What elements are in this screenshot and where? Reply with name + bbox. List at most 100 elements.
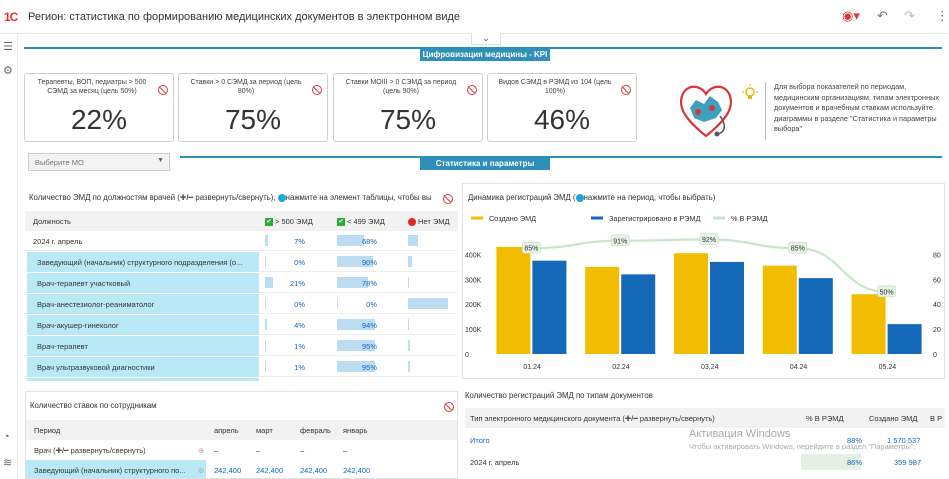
red-dot-icon — [408, 218, 416, 227]
share-bar — [337, 340, 375, 351]
title-part: нажмите на элемент таблицы, чтобы вы — [285, 193, 432, 202]
bar-registered[interactable] — [621, 274, 656, 354]
no-filter-icon[interactable] — [443, 194, 453, 204]
mo-select-placeholder: Выберите МО — [35, 158, 84, 167]
table-row[interactable]: Врач (✚/━ развернуть/свернуть) ⊕ – – – – — [26, 440, 457, 460]
undo-icon[interactable]: ↶ — [877, 8, 888, 23]
kpi-card-rates[interactable]: Ставки > 0 СЭМД за период (цель 80%) 75% — [178, 73, 328, 142]
record-icon[interactable]: ◉▾ — [842, 8, 860, 23]
col-month: март — [256, 426, 273, 435]
kpi-card-therapists[interactable]: Терапевты, ВОП, педиатры > 500 СЭМД за м… — [24, 73, 174, 142]
reg-by-type-title: Количество регистраций ЭМД по типам доку… — [465, 391, 653, 400]
dynamics-title: Динамика регистраций ЭМД (нажмите на пер… — [468, 193, 715, 202]
filter-toggle-icon[interactable]: ⚙ — [3, 65, 13, 77]
y-tick-label: 200K — [465, 302, 482, 309]
share-bar — [337, 298, 338, 309]
info-dot-icon — [575, 193, 584, 202]
more-menu-icon[interactable]: ⋮ — [936, 8, 949, 23]
legend-label[interactable]: % В РЭМД — [731, 214, 768, 223]
kpi-card-semd-types[interactable]: Видов СЭМД в РЭМД из 104 (цель 100%) 46% — [487, 73, 637, 142]
bar-registered[interactable] — [887, 324, 922, 354]
cell-m3: – — [300, 446, 305, 455]
expand-icon[interactable]: ⊕ — [198, 446, 205, 455]
no-filter-icon[interactable] — [312, 85, 322, 95]
bar-registered[interactable] — [798, 278, 833, 354]
share-bar — [408, 319, 409, 330]
table-row[interactable]: Итого 88% 1 570 537 — [465, 430, 945, 450]
cell-value: 78% — [361, 279, 377, 288]
table-row[interactable]: 2024 г. апрель 7% 68% — [25, 231, 458, 251]
cell-m4: – — [343, 446, 348, 455]
cell-created: 1 570 537 — [887, 436, 921, 445]
app-logo[interactable]: 1C — [4, 10, 18, 24]
table-row[interactable]: 2024 г. апрель 86% 359 987 — [465, 452, 945, 472]
list-icon[interactable]: ☰ — [3, 41, 13, 53]
cell-m2: 242,400 — [256, 466, 284, 475]
share-bar — [408, 340, 410, 351]
top-bar: 1C Регион: статистика по формированию ме… — [0, 0, 949, 34]
col-under-499[interactable]: ✔ < 499 ЭМД — [337, 217, 385, 227]
no-filter-icon[interactable] — [444, 402, 454, 412]
table-header: Тип электронного медицинского документа … — [465, 408, 945, 428]
col-pct: % В РЭМД — [806, 414, 844, 423]
kpi-card-rates-mo[interactable]: Ставки МОIII > 0 СЭМД за период (цель 90… — [333, 73, 483, 142]
pct-data-label: 92% — [702, 237, 716, 244]
col-extra: В Р — [930, 414, 943, 423]
bar-created[interactable] — [585, 266, 620, 354]
pct-data-label: 85% — [791, 246, 805, 253]
bar-created[interactable] — [674, 253, 708, 354]
table-row[interactable]: Врач-терапевт 1% 95% — [25, 336, 458, 356]
y-tick-label: 0 — [465, 352, 469, 359]
check-icon: ✔ — [337, 218, 345, 227]
no-filter-icon[interactable] — [158, 85, 168, 95]
legend-label[interactable]: Создано ЭМД — [489, 214, 536, 223]
mo-select[interactable]: Выберите МО ▼ — [28, 153, 170, 171]
col-over-500[interactable]: ✔ > 500 ЭМД — [265, 217, 313, 227]
table-row[interactable]: Врач ультразвуковой диагностики 1% 95% — [25, 357, 458, 377]
row-highlight — [27, 294, 259, 314]
share-bar — [265, 235, 268, 246]
cell-value: 94% — [361, 321, 377, 330]
col-month: февраль — [300, 426, 331, 435]
kpi-value: 75% — [379, 104, 437, 135]
bar-created[interactable] — [851, 294, 886, 354]
row-name-part: развернуть/свернуть) — [68, 446, 146, 455]
col-label: Тип электронного медицинского документа … — [470, 414, 625, 423]
redo-icon[interactable]: ↷ — [904, 8, 915, 23]
cell-pct: 88% — [847, 436, 863, 445]
pct-data-label: 91% — [613, 238, 627, 245]
expand-icon[interactable]: ⊕ — [198, 466, 205, 475]
waves-icon[interactable]: ≋ — [3, 457, 13, 469]
plus-minus-icon: ✚/━ — [179, 193, 194, 202]
share-bar — [337, 277, 368, 288]
table-row[interactable]: Врач-акушер-гинеколог 4% 94% — [25, 315, 458, 335]
share-bar — [408, 256, 412, 267]
kpi-label: Ставки МОIII > 0 СЭМД за период (цель 90… — [345, 79, 457, 95]
kpi-value: 46% — [533, 104, 591, 135]
col-no-emd[interactable]: Нет ЭМД — [408, 217, 450, 227]
chart-settings-icon[interactable]: ◔ — [3, 431, 10, 443]
cell-value: 90% — [361, 258, 377, 267]
cell-value: 4% — [294, 321, 305, 330]
no-filter-icon[interactable] — [467, 85, 477, 95]
table-row[interactable]: Заведующий (начальник) структурного по..… — [26, 460, 457, 478]
legend-label[interactable]: Зарегистрировано в РЭМД — [609, 214, 701, 223]
title-part: Динамика регистраций ЭМД ( — [468, 193, 576, 202]
no-filter-icon[interactable] — [621, 85, 631, 95]
bar-registered[interactable] — [710, 261, 744, 354]
share-bar — [265, 277, 273, 288]
row-highlight — [27, 273, 259, 293]
table-row[interactable]: Врач-терапевт участковый 21% 78% — [25, 273, 458, 293]
row-name: Врач-акушер-гинеколог — [37, 321, 119, 330]
bar-created[interactable] — [496, 246, 531, 354]
table-row[interactable]: Врач-анестезиолог-реаниматолог 0% 0% — [25, 294, 458, 314]
dynamics-chart[interactable]: Создано ЭМД Зарегистрировано в РЭМД % В РЭ… — [463, 204, 945, 379]
share-bar — [337, 235, 364, 246]
table-row[interactable]: Заведующий (начальник) структурного подр… — [25, 252, 458, 272]
cell-value: 95% — [361, 342, 377, 351]
col-month: апрель — [214, 426, 239, 435]
collapse-header-button[interactable]: ⌄ — [471, 33, 501, 45]
bar-registered[interactable] — [532, 260, 567, 354]
bar-created[interactable] — [762, 265, 797, 354]
y-tick-label: 100K — [465, 327, 482, 334]
